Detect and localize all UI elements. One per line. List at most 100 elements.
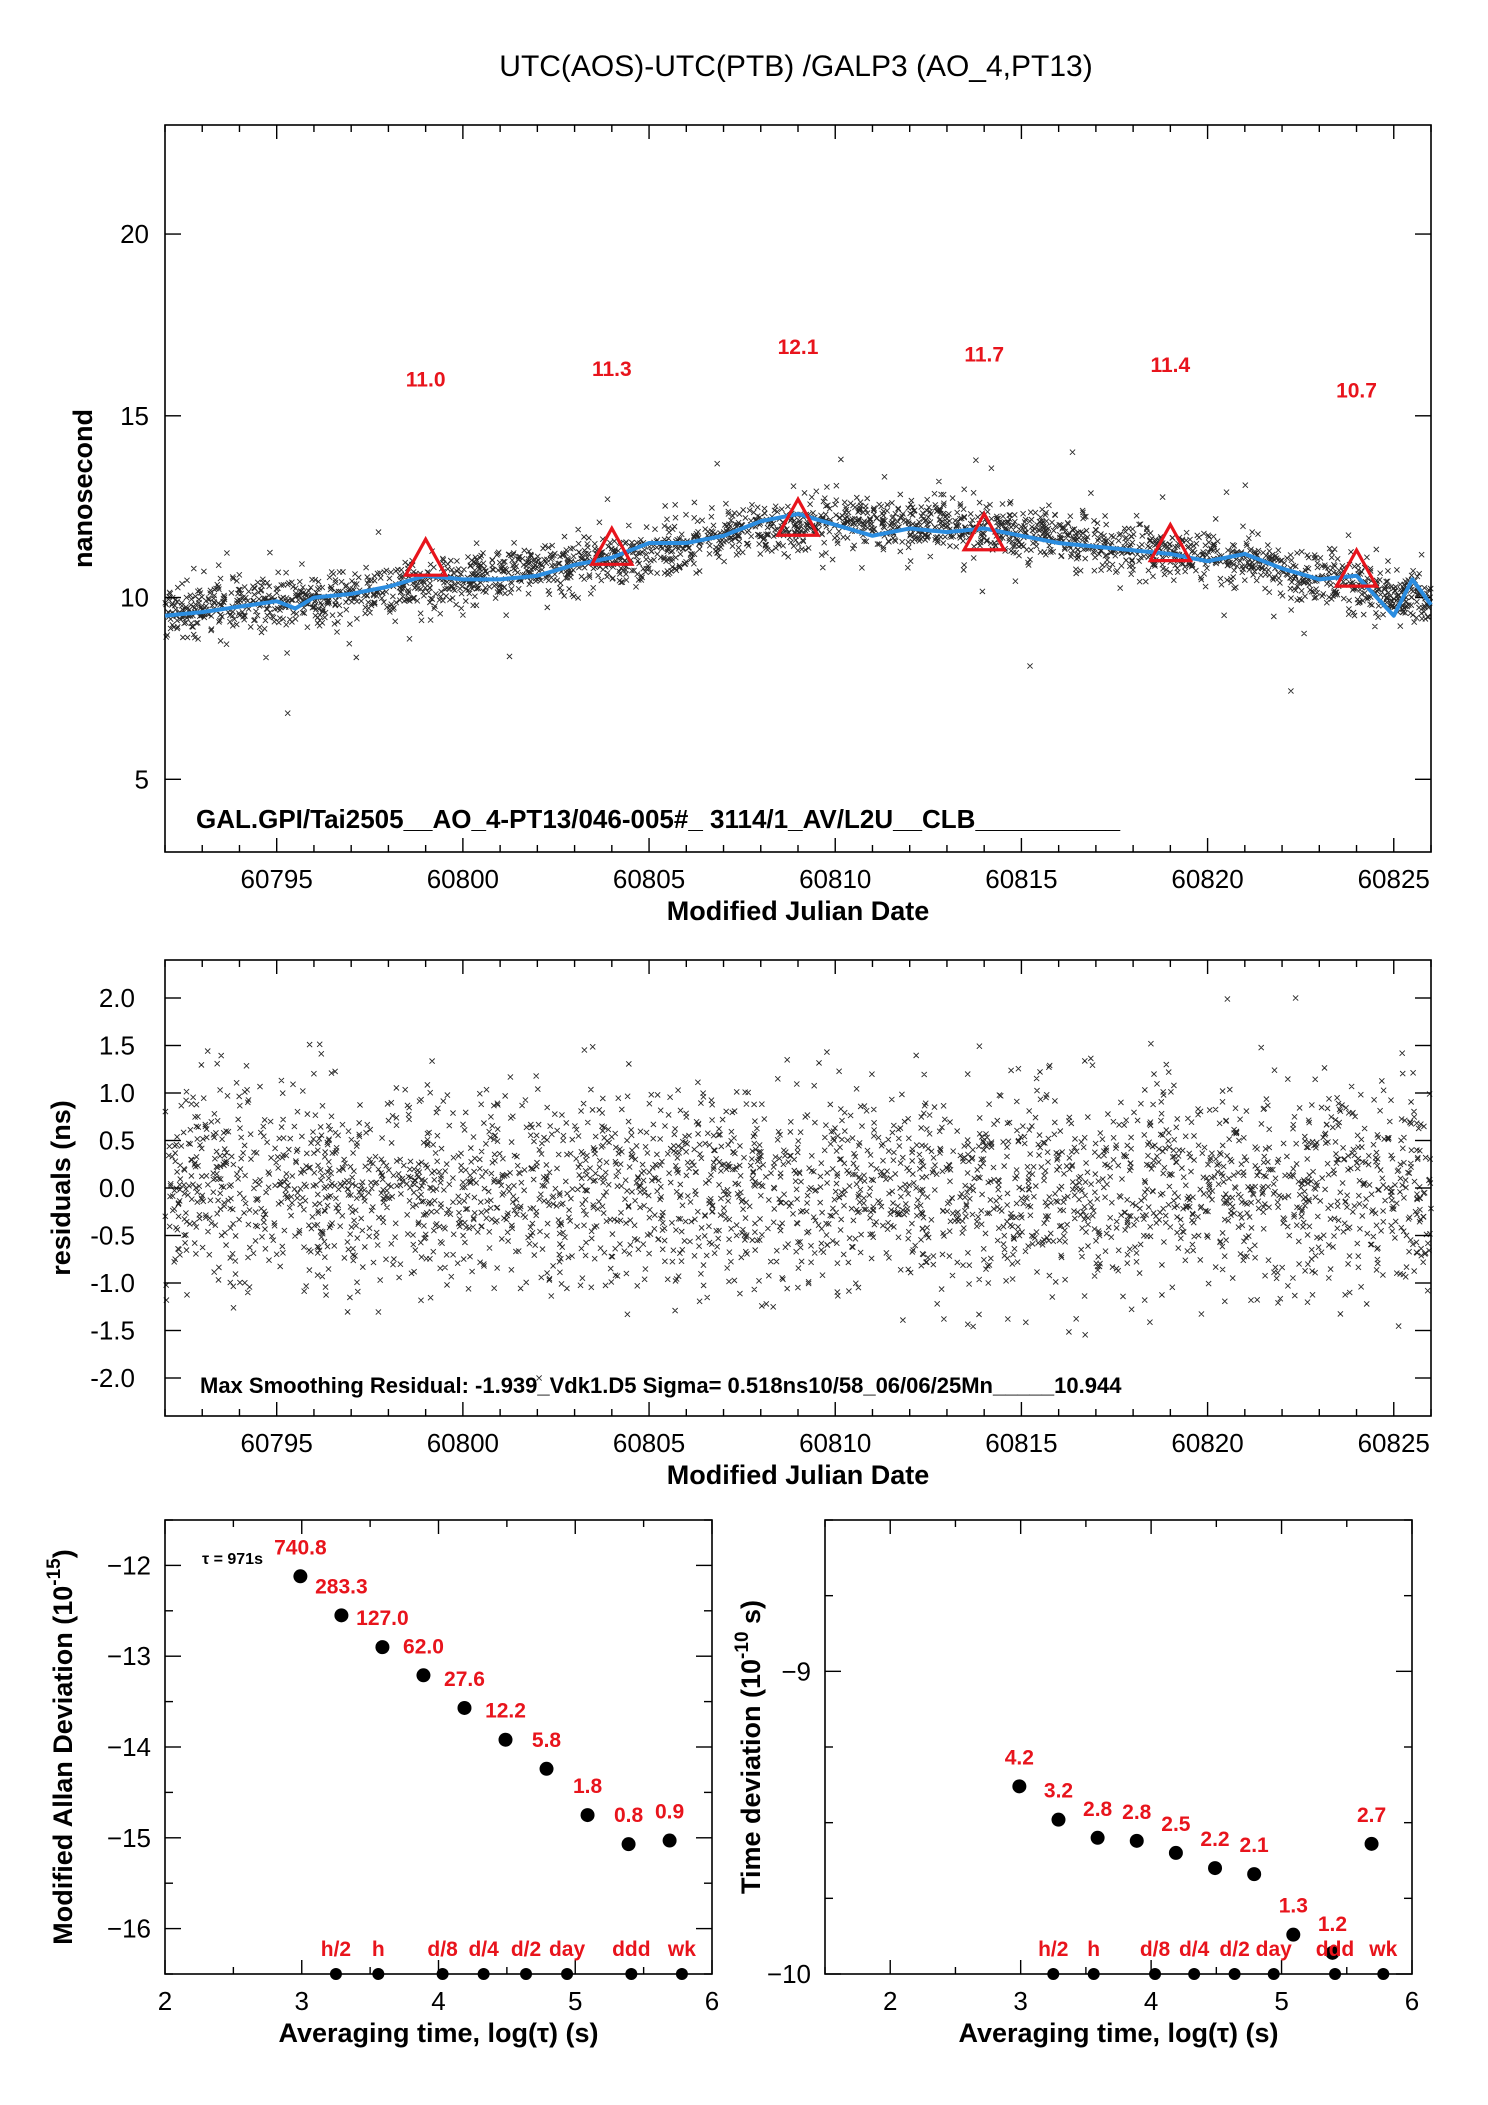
reference-label: d/8 xyxy=(427,1938,458,1961)
y-axis-label-main: Time deviation (10 xyxy=(736,1659,766,1894)
data-point xyxy=(1090,1830,1105,1845)
data-point xyxy=(334,1608,349,1623)
x-tick-label: 3 xyxy=(1013,1986,1027,2016)
data-label: 3.2 xyxy=(1044,1780,1073,1803)
data-label: 0.8 xyxy=(614,1804,644,1827)
data-label: 127.0 xyxy=(356,1607,409,1630)
marker-triangle xyxy=(775,495,821,537)
data-point xyxy=(1051,1812,1066,1827)
x-tick-label: 2 xyxy=(158,1986,172,2016)
plot-frame xyxy=(164,1519,713,1975)
data-point xyxy=(621,1837,636,1852)
y-tick-label: 0.5 xyxy=(99,1126,135,1156)
data-label: 2.8 xyxy=(1083,1798,1113,1821)
x-tick-label: 5 xyxy=(1274,1986,1288,2016)
marker-label: 11.4 xyxy=(1150,354,1190,377)
reference-label: d/4 xyxy=(1179,1938,1210,1961)
reference-label: h/2 xyxy=(321,1938,351,1961)
reference-mark xyxy=(675,1968,688,1980)
data-point xyxy=(293,1569,308,1584)
y-tick-label: 15 xyxy=(120,401,149,431)
reference-label: ddd xyxy=(612,1938,650,1961)
data-point xyxy=(1168,1845,1183,1860)
data-label: 0.9 xyxy=(655,1801,684,1824)
y-tick-label: 1.0 xyxy=(99,1078,135,1108)
data-point xyxy=(539,1761,554,1776)
data-point xyxy=(1286,1927,1301,1942)
marker-triangle xyxy=(402,535,449,577)
x-tick-label: 4 xyxy=(1144,1986,1158,2016)
x-tick-label: 60815 xyxy=(985,1428,1057,1458)
y-tick-label: −14 xyxy=(107,1732,151,1762)
y-tick-label: −12 xyxy=(107,1550,151,1580)
y-axis-label: nanosecond xyxy=(68,409,98,568)
x-tick-label: 6 xyxy=(1405,1986,1419,2016)
reference-mark xyxy=(1329,1968,1342,1980)
y-axis-label-main: Modified Allan Deviation (10 xyxy=(48,1586,78,1945)
y-tick-label: -1.5 xyxy=(90,1316,135,1346)
reference-mark xyxy=(1267,1968,1280,1980)
y-tick-label: -1.0 xyxy=(90,1268,135,1298)
x-tick-label: 4 xyxy=(431,1986,445,2016)
y-tick-label: 1.5 xyxy=(99,1031,135,1061)
data-point xyxy=(498,1732,513,1747)
x-tick-label: 60800 xyxy=(427,864,499,894)
marker-triangle xyxy=(1147,521,1194,563)
marker-label: 10.7 xyxy=(1336,380,1377,403)
marker-triangle xyxy=(589,525,635,566)
x-tick-label: 60815 xyxy=(985,864,1057,894)
reference-label: h xyxy=(372,1938,385,1961)
reference-label: day xyxy=(549,1938,586,1961)
y-axis-label-exponent: -10 xyxy=(732,1631,753,1658)
x-tick-label: 60820 xyxy=(1171,1428,1243,1458)
x-tick-label: 60810 xyxy=(799,864,871,894)
data-label: 27.6 xyxy=(444,1668,485,1691)
smoothing-curve xyxy=(164,511,1433,618)
x-tick-label: 6 xyxy=(705,1986,719,2016)
y-tick-label: −10 xyxy=(767,1959,811,1989)
data-point xyxy=(1208,1861,1223,1876)
y-axis-label: residuals (ns) xyxy=(46,1100,76,1276)
y-tick-label: 2.0 xyxy=(99,983,135,1013)
data-label: 12.2 xyxy=(485,1700,526,1723)
panel-residuals: 60795 60800 60805 60810 60815 60820 60825 2.0 1.… xyxy=(46,959,1434,1490)
x-tick-label: 60825 xyxy=(1358,864,1430,894)
reference-label: ddd xyxy=(1316,1938,1354,1961)
marker-label: 11.0 xyxy=(406,369,446,392)
y-tick-label: 10 xyxy=(120,583,149,613)
reference-label: d/8 xyxy=(1140,1938,1171,1961)
data-label: 1.8 xyxy=(573,1775,603,1798)
y-axis-label: Time deviation (10-10 s) xyxy=(732,1600,766,1894)
reference-label: d/2 xyxy=(1219,1938,1249,1961)
y-tick-label: -0.5 xyxy=(90,1221,135,1251)
data-point xyxy=(580,1808,595,1823)
y-axis-label-exponent: -15 xyxy=(44,1558,65,1586)
reference-mark xyxy=(436,1968,449,1980)
x-tick-label: 60805 xyxy=(613,864,685,894)
reference-label: h/2 xyxy=(1038,1938,1068,1961)
y-tick-label: 20 xyxy=(120,219,149,249)
data-label: 283.3 xyxy=(315,1575,368,1598)
data-points xyxy=(162,449,1434,717)
data-point xyxy=(1325,1945,1340,1960)
reference-mark xyxy=(329,1968,342,1980)
data-point xyxy=(416,1668,431,1683)
annotation: Max Smoothing Residual: -1.939_Vdk1.D5 S… xyxy=(200,1373,1122,1398)
y-tick-label: 5 xyxy=(135,764,149,794)
data-point xyxy=(457,1700,472,1715)
y-tick-label: -2.0 xyxy=(90,1363,135,1393)
reference-mark xyxy=(520,1968,533,1980)
x-tick-label: 60795 xyxy=(241,1428,313,1458)
data-label: 2.8 xyxy=(1122,1801,1152,1824)
panel-modified-allan-deviation: 2 3 4 5 6 −12 −13 −14 −15 −16 Averaging time, log(… xyxy=(44,1519,719,2048)
data-point xyxy=(1247,1867,1262,1882)
reference-label: day xyxy=(1256,1938,1293,1961)
y-axis-label-end: ) xyxy=(48,1549,78,1558)
panel-time-comparison: 60795 60800 60805 60810 60815 60820 60825 5 10 15… xyxy=(68,124,1434,926)
panel-time-deviation: 2 3 4 5 6 −9 −10 Averaging time, log(τ) (s) Time… xyxy=(732,1519,1419,2048)
reference-mark xyxy=(1047,1968,1060,1980)
reference-label: wk xyxy=(1368,1938,1397,1961)
y-tick-label: 0.0 xyxy=(99,1173,135,1203)
reference-mark xyxy=(1087,1968,1100,1980)
